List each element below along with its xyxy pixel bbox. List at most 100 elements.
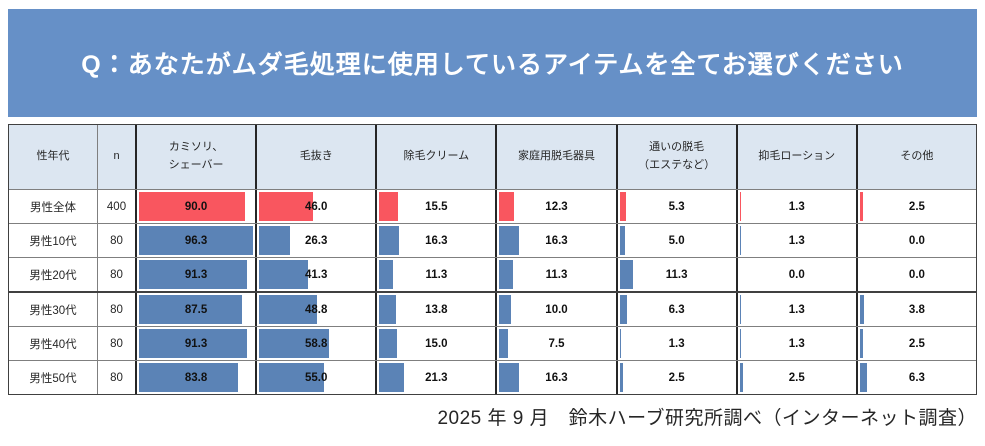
data-bar bbox=[619, 226, 626, 255]
data-bar bbox=[619, 295, 627, 324]
data-bar bbox=[259, 295, 317, 324]
data-bar bbox=[499, 192, 514, 221]
data-bar bbox=[139, 192, 246, 221]
sample-size: 80 bbox=[97, 327, 135, 360]
value-cell: 0.0 bbox=[735, 258, 856, 291]
value-label: 12.3 bbox=[545, 200, 568, 213]
data-bar bbox=[259, 192, 314, 221]
data-bar bbox=[859, 192, 863, 221]
value-cell: 58.8 bbox=[255, 327, 375, 360]
value-label: 26.3 bbox=[305, 234, 328, 247]
data-bar bbox=[259, 329, 329, 358]
data-bar bbox=[379, 192, 398, 221]
value-label: 5.3 bbox=[668, 200, 685, 213]
value-cell: 48.8 bbox=[255, 293, 375, 326]
data-bar bbox=[379, 226, 399, 255]
value-label: 96.3 bbox=[184, 234, 208, 247]
value-cell: 91.3 bbox=[135, 327, 255, 360]
value-label: 91.3 bbox=[184, 268, 208, 281]
value-cell: 55.0 bbox=[255, 361, 375, 394]
value-cell: 1.3 bbox=[735, 327, 856, 360]
value-label: 0.0 bbox=[908, 268, 925, 281]
value-cell: 2.5 bbox=[735, 361, 856, 394]
value-cell: 83.8 bbox=[135, 361, 255, 394]
value-label: 83.8 bbox=[184, 371, 208, 384]
value-label: 1.3 bbox=[788, 234, 805, 247]
data-bar bbox=[139, 260, 247, 289]
value-cell: 5.3 bbox=[615, 190, 736, 223]
page-title: Q：あなたがムダ毛処理に使用しているアイテムを全てお選びください bbox=[81, 51, 904, 79]
sample-size: 400 bbox=[97, 190, 135, 223]
row-label: 男性40代 bbox=[29, 338, 77, 351]
value-cell: 11.3 bbox=[615, 258, 736, 291]
sample-size: 80 bbox=[97, 258, 135, 291]
data-bar bbox=[859, 329, 863, 358]
value-cell: 26.3 bbox=[255, 224, 375, 257]
data-bar bbox=[259, 260, 308, 289]
sample-size: 80 bbox=[97, 293, 135, 326]
table-row-male-20s: 男性20代 80 91.3 41.3 11.3 11.3 11.3 0.0 0.… bbox=[9, 257, 976, 291]
column-header-other: その他 bbox=[855, 125, 976, 189]
value-cell: 13.8 bbox=[375, 293, 495, 326]
value-cell: 5.0 bbox=[615, 224, 736, 257]
row-label: 男性10代 bbox=[29, 235, 77, 248]
value-label: 21.3 bbox=[425, 371, 448, 384]
value-label: 1.3 bbox=[788, 303, 805, 316]
data-bar bbox=[619, 192, 626, 221]
value-cell: 11.3 bbox=[495, 258, 615, 291]
data-bar bbox=[859, 295, 865, 324]
value-cell: 1.3 bbox=[615, 327, 736, 360]
value-cell: 16.3 bbox=[495, 224, 615, 257]
row-label: 男性30代 bbox=[29, 304, 77, 317]
data-bar bbox=[739, 329, 742, 358]
value-cell: 0.0 bbox=[855, 224, 976, 257]
value-label: 15.5 bbox=[425, 200, 448, 213]
value-label: 2.5 bbox=[908, 337, 925, 350]
value-label: 3.8 bbox=[908, 303, 925, 316]
value-label: 11.3 bbox=[665, 268, 688, 281]
value-label: 7.5 bbox=[548, 337, 565, 350]
column-header-tweezers: 毛抜き bbox=[255, 125, 376, 189]
data-bar bbox=[739, 363, 743, 392]
value-label: 13.8 bbox=[425, 303, 448, 316]
value-cell: 2.5 bbox=[855, 190, 976, 223]
data-bar bbox=[259, 226, 291, 255]
value-label: 0.0 bbox=[788, 268, 805, 281]
value-label: 90.0 bbox=[184, 200, 208, 213]
value-cell: 41.3 bbox=[255, 258, 375, 291]
value-label: 6.3 bbox=[908, 371, 925, 384]
value-label: 48.8 bbox=[305, 303, 328, 316]
sample-size: 80 bbox=[97, 224, 135, 257]
data-bar bbox=[739, 192, 742, 221]
value-label: 16.3 bbox=[545, 371, 568, 384]
value-cell: 21.3 bbox=[375, 361, 495, 394]
value-cell: 90.0 bbox=[135, 190, 255, 223]
value-label: 16.3 bbox=[545, 234, 568, 247]
value-label: 15.0 bbox=[425, 337, 448, 350]
data-bar bbox=[379, 363, 405, 392]
data-bar bbox=[139, 329, 247, 358]
data-bar bbox=[379, 329, 397, 358]
value-cell: 12.3 bbox=[495, 190, 615, 223]
value-label: 1.3 bbox=[788, 200, 805, 213]
table-row-male-40s: 男性40代 80 91.3 58.8 15.0 7.5 1.3 1.3 2.5 bbox=[9, 326, 976, 360]
column-header-home-device: 家庭用脱毛器具 bbox=[495, 125, 616, 189]
row-label: 男性50代 bbox=[29, 372, 77, 385]
value-label: 41.3 bbox=[305, 268, 328, 281]
data-bar bbox=[859, 363, 868, 392]
table-row-male-total: 男性全体 400 90.0 46.0 15.5 12.3 5.3 1.3 2.5 bbox=[9, 189, 976, 223]
column-header-razor-shaver: カミソリ、 シェーバー bbox=[135, 125, 256, 189]
column-header-hair-removal-cream: 除毛クリーム bbox=[375, 125, 496, 189]
value-cell: 2.5 bbox=[615, 361, 736, 394]
source-note: 2025 年 9 月 鈴木ハーブ研究所調べ（インターネット調査） bbox=[437, 408, 977, 429]
value-label: 2.5 bbox=[908, 200, 925, 213]
results-table: 性年代 n カミソリ、 シェーバー 毛抜き 除毛クリーム 家庭用脱毛器具 通いの… bbox=[8, 124, 977, 395]
table-row-male-10s: 男性10代 80 96.3 26.3 16.3 16.3 5.0 1.3 0.0 bbox=[9, 223, 976, 257]
value-label: 55.0 bbox=[305, 371, 328, 384]
value-cell: 1.3 bbox=[735, 190, 856, 223]
value-label: 10.0 bbox=[545, 303, 568, 316]
value-label: 11.3 bbox=[545, 268, 568, 281]
column-header-n: n bbox=[97, 125, 135, 189]
value-cell: 10.0 bbox=[495, 293, 615, 326]
